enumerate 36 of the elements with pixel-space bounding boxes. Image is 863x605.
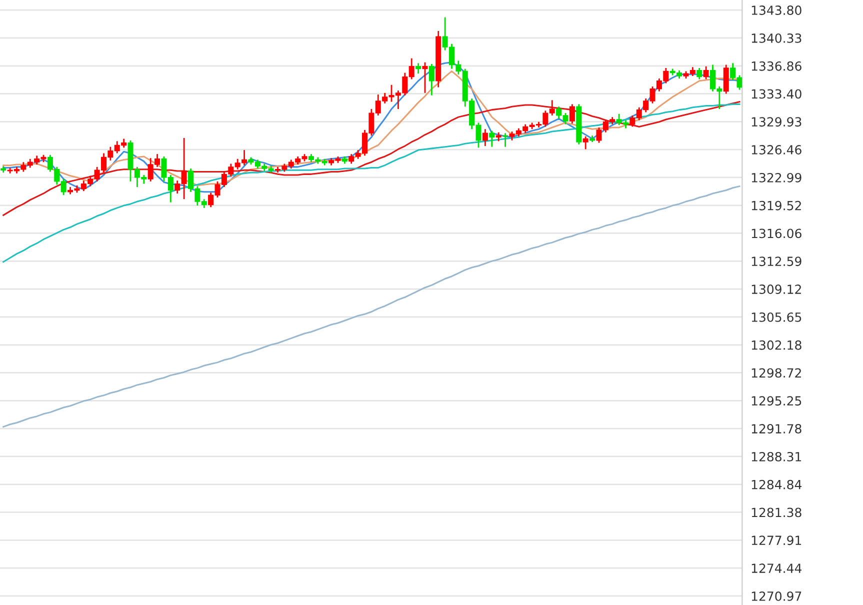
y-tick-label: 1302.18: [752, 340, 802, 350]
candlestick: [582, 136, 588, 150]
y-tick-label: 1312.59: [752, 256, 802, 266]
candlestick: [428, 63, 434, 96]
y-tick-label: 1270.97: [752, 591, 802, 601]
y-tick-label: 1326.46: [752, 145, 802, 154]
candlestick: [416, 62, 422, 74]
y-tick-label: 1291.78: [752, 424, 802, 434]
line-series: [2, 101, 740, 216]
candlestick: [696, 67, 702, 80]
line-series: [2, 103, 740, 263]
y-tick-label: 1316.06: [752, 228, 802, 238]
y-tick-label: 1295.25: [752, 396, 802, 406]
y-tick-label: 1340.33: [752, 33, 802, 43]
candlestick: [569, 103, 575, 124]
y-tick-label: 1284.84: [752, 480, 802, 490]
y-tick-label: 1322.99: [752, 172, 802, 182]
line-series: [2, 185, 740, 428]
y-tick-label: 1288.31: [752, 452, 802, 462]
y-tick-label: 1281.38: [752, 508, 802, 518]
y-tick-label: 1274.44: [752, 564, 802, 573]
y-tick-label: 1333.40: [752, 89, 802, 99]
y-tick-label: 1298.72: [752, 368, 801, 378]
y-tick-label: 1343.80: [752, 6, 802, 15]
y-tick-label: 1319.52: [752, 200, 801, 210]
candlestick: [723, 64, 729, 94]
candlestick: [482, 128, 488, 147]
candlestick: [489, 130, 495, 148]
candlestick: [502, 132, 508, 148]
y-tick-label: 1336.86: [752, 61, 802, 71]
y-tick-label: 1277.91: [752, 536, 802, 546]
candlestick: [422, 62, 428, 94]
y-tick-label: 1329.93: [752, 117, 802, 127]
candlestick: [703, 66, 709, 80]
y-tick-label: 1305.65: [752, 312, 802, 322]
y-tick-label: 1309.12: [752, 284, 801, 294]
